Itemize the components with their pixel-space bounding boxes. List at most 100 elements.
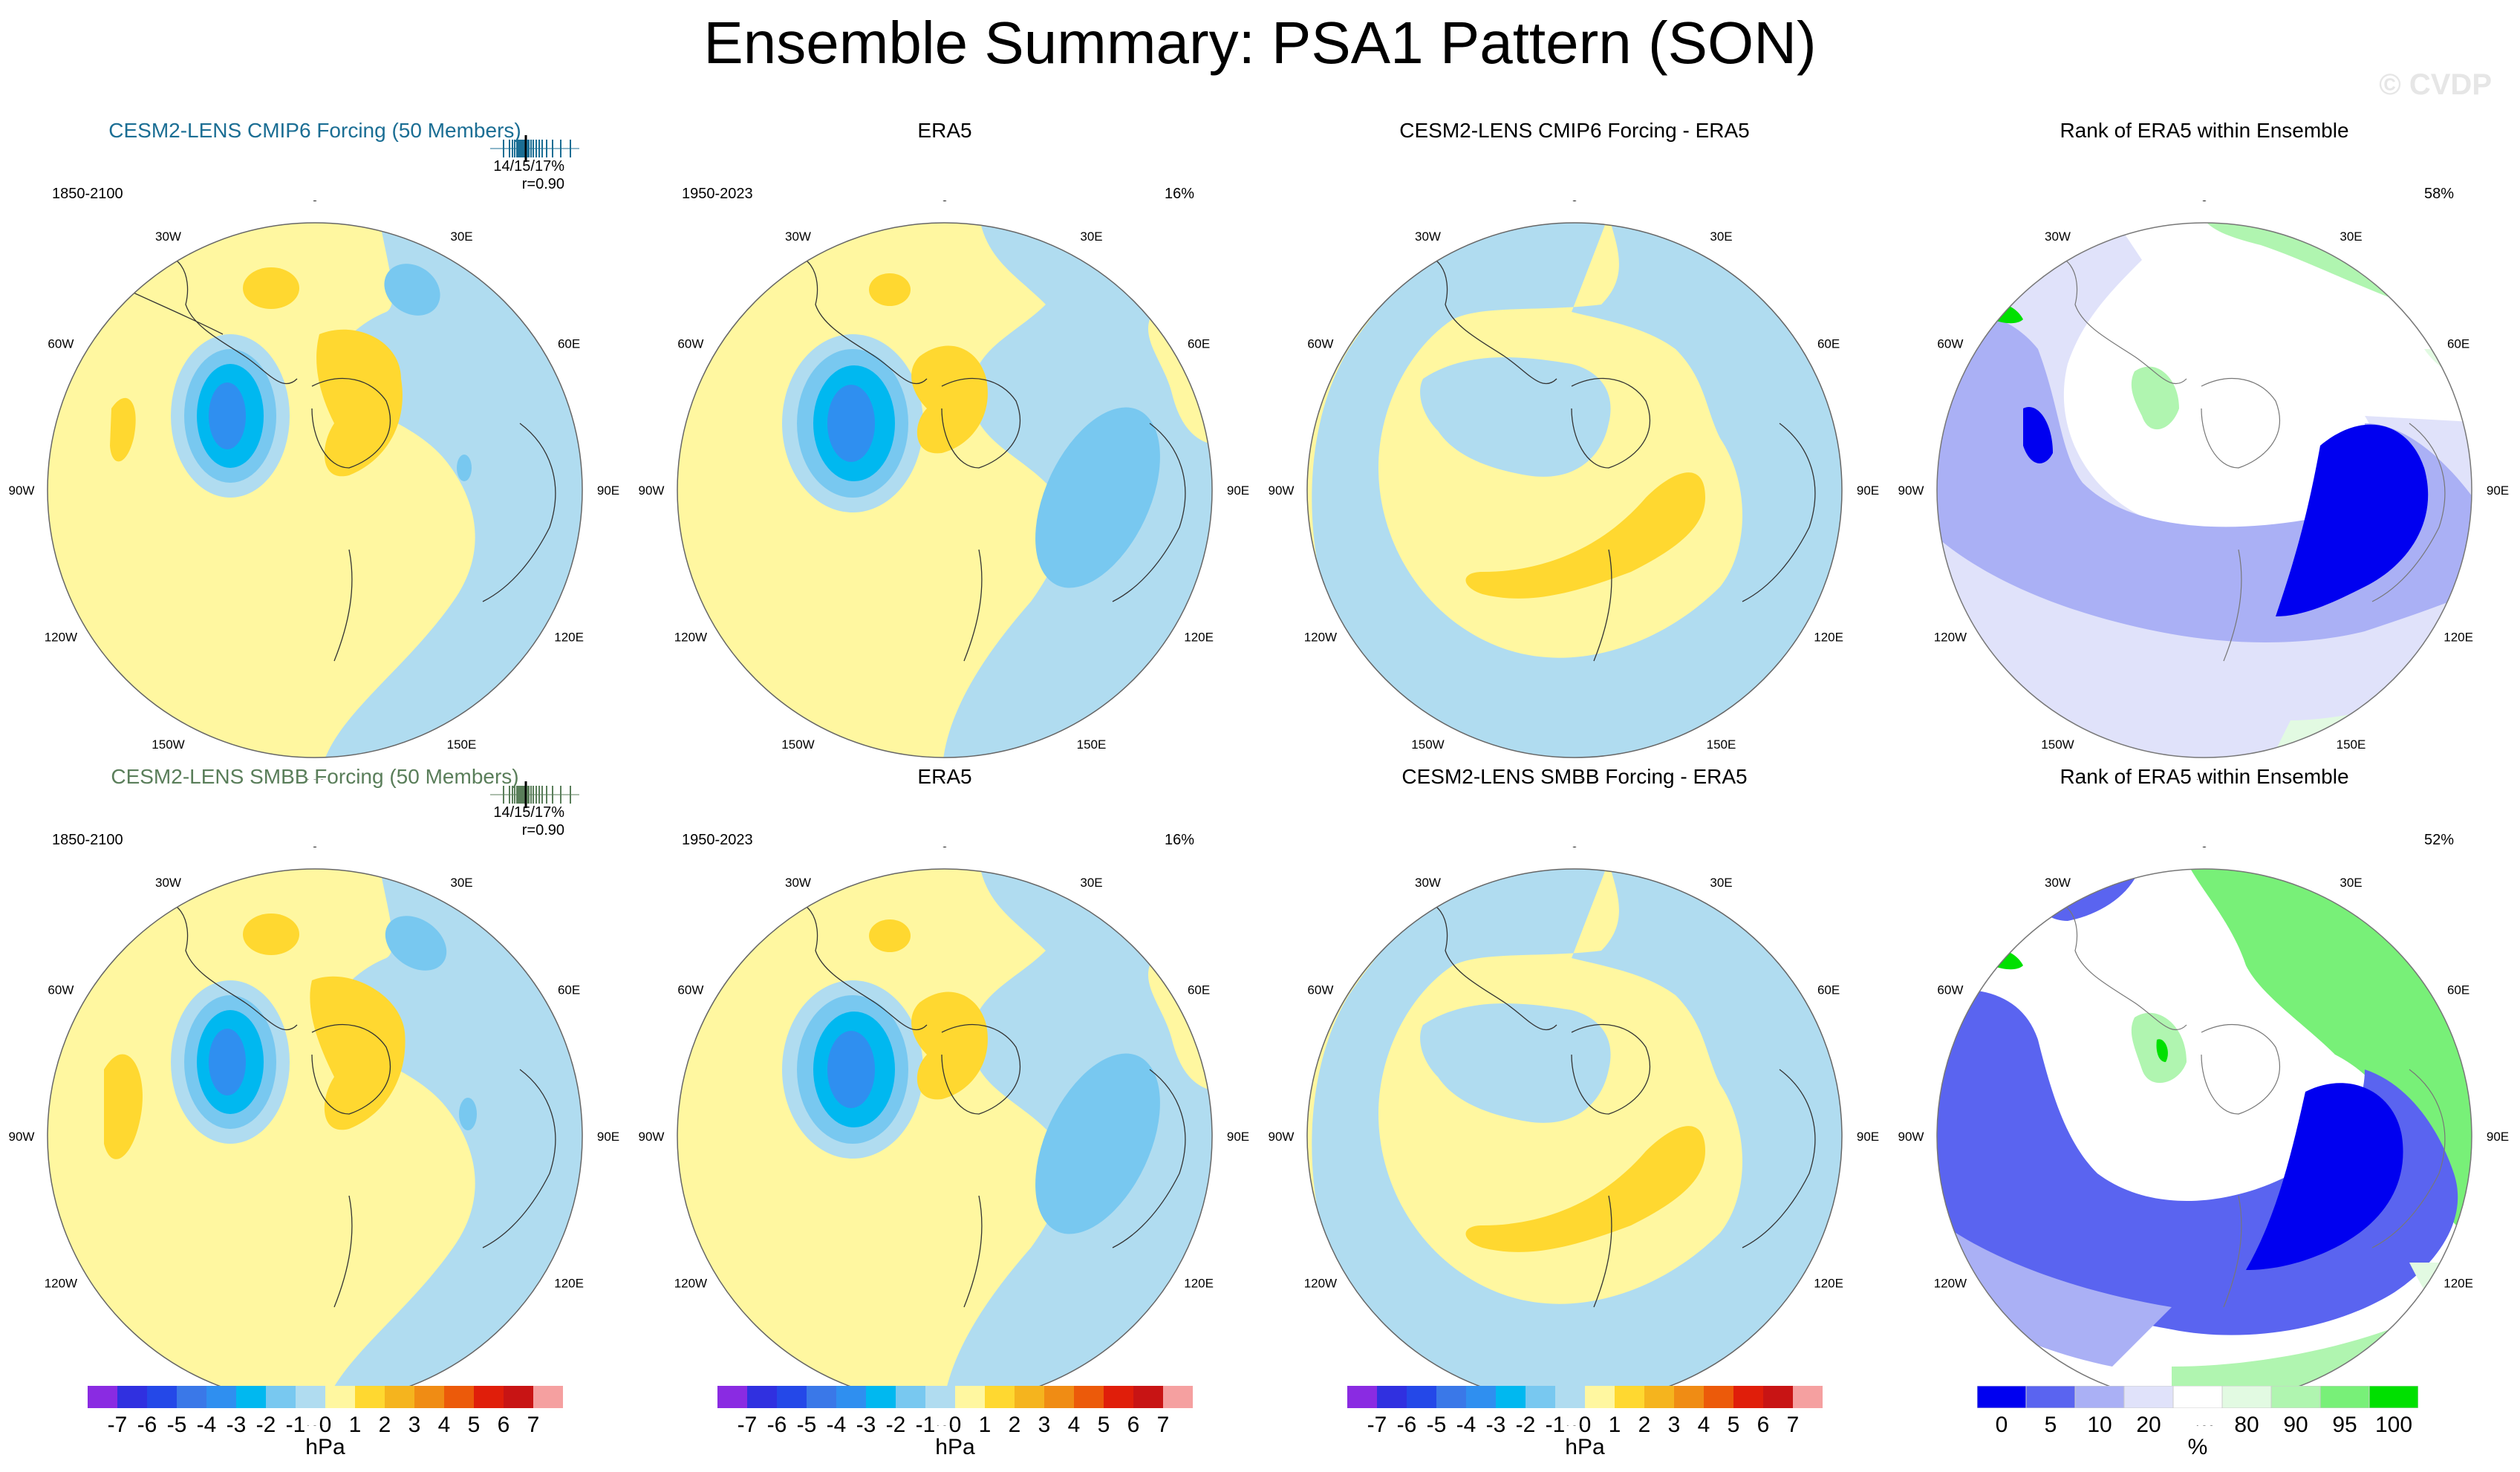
lon-label: 30W xyxy=(155,876,181,890)
colorbar-tick-label: 3 xyxy=(1667,1413,1681,1437)
colorbar-swatch xyxy=(1133,1386,1163,1408)
lon-label: 120E xyxy=(1814,1277,1843,1291)
lon-label: 60W xyxy=(48,337,74,351)
colorbar-swatch xyxy=(717,1386,747,1408)
polar-map: 030E60E90E120E150E180150W120W90W60W30W xyxy=(1898,847,2510,1426)
polar-map: 030E60E90E120E150E180150W120W90W60W30W xyxy=(9,201,620,780)
colorbar-swatch xyxy=(2319,1386,2370,1408)
colorbar-tick-label: 0 xyxy=(1995,1413,2008,1437)
lon-label: 150E xyxy=(447,737,477,752)
colorbar-tick-label: 0 xyxy=(948,1413,962,1437)
panel-era5: ERA5 1950-2023 16% 0 30E 60E 90E 120E 150E 180… xyxy=(630,119,1260,787)
colorbar-swatch xyxy=(1585,1386,1615,1408)
colorbar-tick-label: 80 xyxy=(2234,1413,2259,1437)
colorbar-unit: hPa xyxy=(1565,1435,1605,1459)
lon-labels: 030E60E90E120E150E180150W120W90W60W30W xyxy=(9,847,620,1426)
colorbar-swatch xyxy=(355,1386,385,1408)
panel-stats: 14/15/17% r=0.90 xyxy=(493,158,564,192)
colorbar-tick-label: -2 xyxy=(255,1413,276,1437)
lon-label: 90E xyxy=(597,483,619,498)
colorbar-swatch xyxy=(1377,1386,1407,1408)
panel-smbb-members: CESM2-LENS SMBB Forcing (50 Members) 185… xyxy=(0,765,630,1433)
lon-label: 120E xyxy=(1184,631,1214,645)
lon-label: 60E xyxy=(1817,983,1840,997)
colorbar-swatch xyxy=(1763,1386,1793,1408)
panel-years: 1950-2023 xyxy=(682,832,753,848)
colorbar-swatch xyxy=(1347,1386,1377,1408)
colorbar-tick-label: -2 xyxy=(1515,1413,1536,1437)
lon-label: 90E xyxy=(1227,1130,1249,1144)
colorbar-swatch xyxy=(1407,1386,1436,1408)
panel-title: CESM2-LENS SMBB Forcing (50 Members) xyxy=(111,765,519,788)
panel-era5-2: ERA5 1950-2023 16% 030E60E90E120E150E180… xyxy=(630,765,1260,1433)
colorbar-tick-label: 6 xyxy=(1756,1413,1770,1437)
colorbar-swatch xyxy=(88,1386,117,1408)
panel-percent: 58% xyxy=(2424,186,2455,202)
lon-label: 90W xyxy=(9,1130,35,1144)
lon-labels: 030E60E90E120E150E180150W120W90W60W30W xyxy=(9,201,620,780)
colorbar-tick-label: -5 xyxy=(796,1413,817,1437)
colorbar-swatch xyxy=(296,1386,325,1408)
colorbar-tick-label: 1 xyxy=(1608,1413,1621,1437)
lon-label: 30E xyxy=(1710,876,1732,890)
colorbar-tick-label: 7 xyxy=(1786,1413,1800,1437)
colorbar-tick-label: 5 xyxy=(467,1413,481,1437)
lon-label: 0 xyxy=(1571,201,1578,204)
colorbar-tick-label: -4 xyxy=(1456,1413,1476,1437)
lon-label: 90W xyxy=(639,1130,665,1144)
colorbar-swatch xyxy=(925,1386,955,1408)
lon-label: 150W xyxy=(2041,737,2074,752)
lon-label: 90E xyxy=(2487,1130,2509,1144)
lon-label: 150W xyxy=(1411,737,1444,752)
lon-label: 180 xyxy=(305,777,325,780)
colorbar-tick-label: 90 xyxy=(2283,1413,2308,1437)
lon-label: 30W xyxy=(1415,229,1441,244)
colorbar-tick-label: 0 xyxy=(1578,1413,1592,1437)
colorbar-tick-label: 2 xyxy=(1638,1413,1651,1437)
lon-label: 0 xyxy=(2201,847,2207,850)
colorbar-swatch xyxy=(533,1386,563,1408)
panel-smbb-minus-era5: CESM2-LENS SMBB Forcing - ERA5 0 30E 60E 90… xyxy=(1260,765,1889,1433)
colorbar-tick-label: 3 xyxy=(1038,1413,1051,1437)
colorbar-tick-label: -1 xyxy=(285,1413,306,1437)
lon-label: 60E xyxy=(1188,983,1210,997)
panel-title: CESM2-LENS CMIP6 Forcing - ERA5 xyxy=(1399,119,1750,142)
colorbar-swatch xyxy=(1977,1386,2027,1408)
colorbar-swatch xyxy=(236,1386,266,1408)
lon-label: 180 xyxy=(934,1423,955,1426)
colorbar-swatch xyxy=(777,1386,807,1408)
colorbar-tick-label: 1 xyxy=(978,1413,992,1437)
colorbar-swatch xyxy=(1644,1386,1674,1408)
panel-title: CESM2-LENS CMIP6 Forcing (50 Members) xyxy=(108,119,521,142)
colorbar-swatch xyxy=(1496,1386,1526,1408)
colorbar-tick-label: 4 xyxy=(437,1413,451,1437)
colorbar-tick-label: -6 xyxy=(1396,1413,1417,1437)
lon-label: 60W xyxy=(1937,983,1963,997)
colorbar-tick-label: 5 xyxy=(1727,1413,1740,1437)
lon-label: 120E xyxy=(1184,1277,1214,1291)
colorbar-tick-label: -3 xyxy=(1485,1413,1506,1437)
panel-title: Rank of ERA5 within Ensemble xyxy=(2060,765,2349,788)
colorbar-swatch xyxy=(1733,1386,1763,1408)
lon-label: 30W xyxy=(2045,876,2071,890)
lon-label: 120E xyxy=(2444,631,2473,645)
panel-cmip6-members: CESM2-LENS CMIP6 Forcing (50 Members) 18… xyxy=(0,119,630,787)
panel-rank-smbb: Rank of ERA5 within Ensemble 52% 0 30E 60E… xyxy=(1889,765,2519,1433)
panel-percent: 52% xyxy=(2424,832,2455,848)
panel-percent: 16% xyxy=(1165,186,1195,202)
colorbar-tick-label: 6 xyxy=(497,1413,510,1437)
panel-years: 1950-2023 xyxy=(682,186,753,202)
lon-labels: 030E60E90E120E150E180150W120W90W60W30W xyxy=(1269,201,1880,780)
colorbar-swatch xyxy=(1436,1386,1466,1408)
colorbar-tick-label: 6 xyxy=(1127,1413,1140,1437)
colorbar-tick-label: 7 xyxy=(527,1413,540,1437)
lon-label: 60W xyxy=(1307,337,1333,351)
lon-label: 90E xyxy=(1857,483,1879,498)
colorbar-tick-label: 1 xyxy=(348,1413,362,1437)
colorbar-tick-label: 5 xyxy=(1097,1413,1110,1437)
colorbar-swatch xyxy=(1793,1386,1823,1408)
lon-label: 60W xyxy=(677,983,703,997)
lon-label: 60E xyxy=(2447,337,2469,351)
polar-map: 030E60E90E120E150E180150W120W90W60W30W xyxy=(1269,201,1880,780)
colorbar-swatches xyxy=(1347,1386,1823,1408)
